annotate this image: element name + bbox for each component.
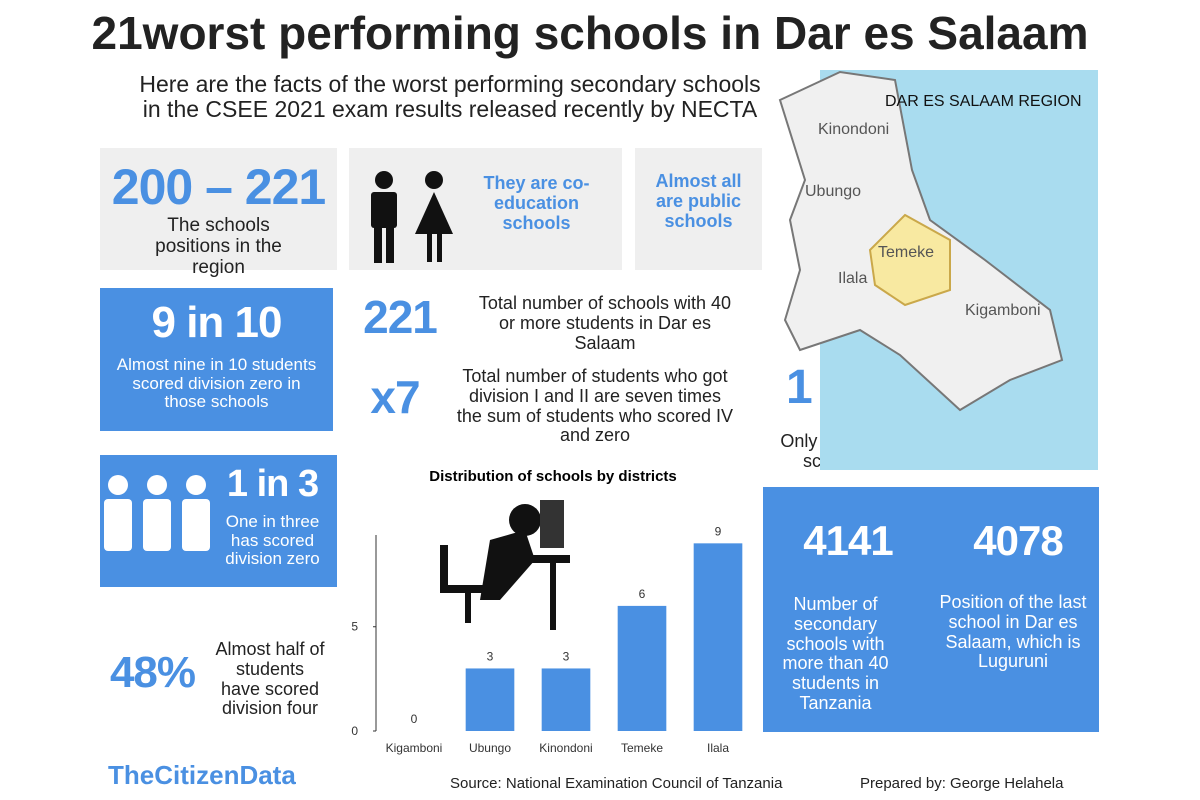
map-label: Kinondoni bbox=[818, 121, 889, 138]
brand: TheCitizenData bbox=[108, 760, 296, 790]
value-label: 3 bbox=[487, 649, 494, 663]
card: 1 in 3 One in three has scored division … bbox=[100, 455, 337, 587]
card-text: The schools positions in the region bbox=[155, 215, 282, 278]
subtitle-line: in the CSEE 2021 exam results released r… bbox=[142, 96, 758, 123]
card-text: Almost nine in 10 students scored divisi… bbox=[116, 355, 317, 412]
map: DAR ES SALAAM REGION Kinondoni Ubungo Te… bbox=[778, 70, 1098, 470]
x-tick-label: Temeke bbox=[621, 741, 663, 755]
figure: 200 – 221 bbox=[111, 159, 326, 215]
value-label: 6 bbox=[639, 587, 646, 601]
value-label: 0 bbox=[411, 712, 418, 726]
source: Source: National Examination Council of … bbox=[450, 775, 783, 792]
bar bbox=[541, 668, 591, 731]
card-text: Almost all are public schools bbox=[655, 171, 742, 231]
card: They are co-education schools bbox=[349, 148, 622, 270]
y-tick-label: 5 bbox=[351, 620, 358, 634]
map-label: Ilala bbox=[838, 270, 867, 287]
value-label: 3 bbox=[563, 649, 570, 663]
map-label: Ubungo bbox=[805, 183, 861, 200]
card: 4141 Number of secondary schools with mo… bbox=[763, 487, 1099, 732]
fact-text: Total number of schools with 40 or more … bbox=[478, 293, 732, 353]
student-icon bbox=[440, 500, 570, 630]
bar bbox=[465, 668, 515, 731]
figure: 9 in 10 bbox=[151, 298, 283, 347]
map-label: Kigamboni bbox=[965, 302, 1041, 319]
map-title: DAR ES SALAAM REGION bbox=[885, 93, 1082, 110]
figure: 1 in 3 bbox=[226, 463, 319, 505]
card-text: They are co-education schools bbox=[483, 173, 590, 233]
figure: x7 bbox=[370, 371, 420, 423]
fact-text: Almost half of students have scored divi… bbox=[215, 639, 325, 719]
title: 21worst performing schools in Dar es Sal… bbox=[91, 7, 1089, 59]
figure: 221 bbox=[363, 291, 438, 343]
fact-text: Total number of students who got divisio… bbox=[456, 366, 734, 446]
card: 9 in 10 Almost nine in 10 students score… bbox=[100, 288, 333, 431]
bar bbox=[693, 543, 743, 731]
card-text: One in three has scored division zero bbox=[225, 512, 320, 569]
map-label: Temeke bbox=[878, 244, 934, 261]
x-tick-label: Kinondoni bbox=[539, 741, 592, 755]
bar bbox=[617, 605, 667, 731]
subtitle-line: Here are the facts of the worst performi… bbox=[139, 71, 761, 97]
card-text: Number of secondary schools with more th… bbox=[782, 594, 889, 713]
x-tick-label: Ilala bbox=[707, 741, 729, 755]
card-text: Position of the last school in Dar es Sa… bbox=[939, 592, 1087, 672]
card: 200 – 221 The schools positions in the r… bbox=[100, 148, 337, 278]
chart-title: Distribution of schools by districts bbox=[429, 468, 677, 485]
card: Almost all are public schools bbox=[635, 148, 762, 270]
people-icon bbox=[104, 475, 210, 551]
value-label: 9 bbox=[715, 524, 722, 538]
y-tick-label: 0 bbox=[351, 724, 358, 738]
x-tick-label: Ubungo bbox=[469, 741, 511, 755]
figure: 4078 bbox=[973, 517, 1063, 564]
subtitle: Here are the facts of the worst performi… bbox=[100, 71, 800, 123]
x-tick-label: Kigamboni bbox=[386, 741, 443, 755]
figure: 4141 bbox=[803, 517, 893, 564]
people-icon bbox=[371, 171, 453, 263]
figure: 48% bbox=[109, 648, 196, 697]
credit: Prepared by: George Helahela bbox=[860, 775, 1064, 792]
